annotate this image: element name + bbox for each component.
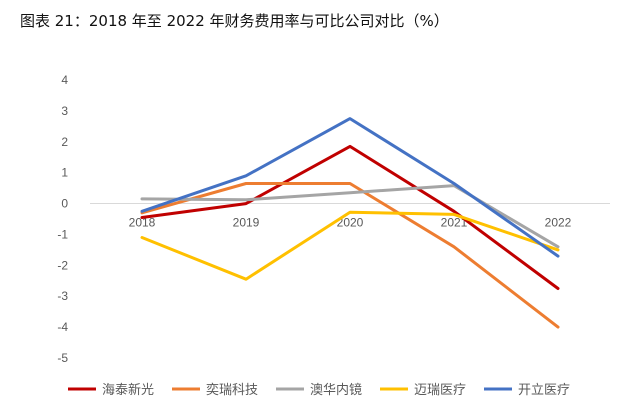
y-axis-labels: 4 3 2 1 0 -1 -2 -3 -4 -5: [57, 73, 68, 365]
x-tick-label: 2020: [337, 216, 364, 230]
y-tick-label: -3: [57, 289, 68, 303]
y-tick-label: 1: [61, 166, 68, 180]
y-tick-label: 4: [61, 73, 68, 87]
x-tick-label: 2018: [129, 216, 156, 230]
series-line: [140, 210, 560, 281]
chart-title: 图表 21：2018 年至 2022 年财务费用率与可比公司对比（%）: [20, 12, 449, 30]
y-tick-label: -2: [57, 258, 68, 272]
legend: 海泰新光 奕瑞科技 澳华内镜 迈瑞医疗 开立医疗: [68, 382, 570, 398]
x-tick-label: 2019: [233, 216, 260, 230]
y-tick-label: -5: [57, 351, 68, 365]
series-lines: [140, 117, 560, 329]
x-tick-label: 2021: [441, 216, 468, 230]
y-tick-label: 0: [61, 197, 68, 211]
y-tick-label: 2: [61, 135, 68, 149]
series-line: [140, 117, 560, 258]
legend-label: 开立医疗: [518, 383, 570, 398]
legend-label: 奕瑞科技: [206, 382, 258, 398]
series-line: [140, 182, 560, 329]
y-tick-label: -1: [57, 227, 68, 241]
x-axis-labels: 2018 2019 2020 2021 2022: [129, 216, 572, 230]
series-line: [140, 144, 560, 290]
legend-label: 迈瑞医疗: [414, 383, 466, 398]
x-tick-label: 2022: [545, 216, 572, 230]
y-tick-label: 3: [61, 104, 68, 118]
legend-label: 澳华内镜: [310, 382, 362, 398]
legend-label: 海泰新光: [102, 382, 154, 398]
y-tick-label: -4: [57, 320, 68, 334]
